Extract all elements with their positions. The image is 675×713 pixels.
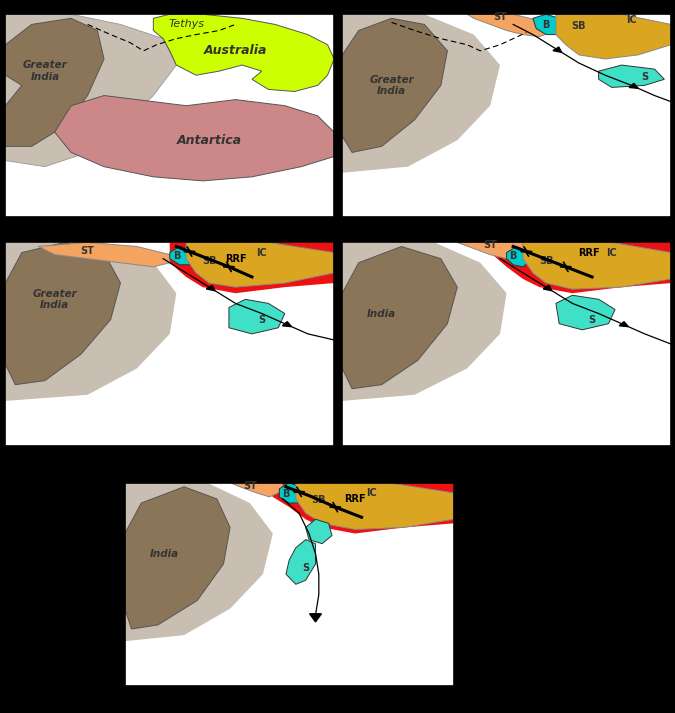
Polygon shape (263, 483, 454, 533)
Polygon shape (342, 242, 506, 401)
Polygon shape (296, 483, 454, 530)
Polygon shape (599, 65, 664, 88)
Polygon shape (533, 14, 566, 35)
Text: ST: ST (243, 481, 256, 491)
Text: Greater
India: Greater India (369, 75, 414, 96)
Polygon shape (310, 614, 321, 622)
Text: A.) Jurassic to Late Cretaceous (Around 140 million years ago): A.) Jurassic to Late Cretaceous (Around … (9, 2, 319, 12)
Text: B: B (542, 21, 549, 31)
Text: Tethys: Tethys (168, 19, 205, 29)
Polygon shape (506, 247, 533, 267)
Polygon shape (556, 14, 671, 59)
Text: Australia: Australia (204, 44, 267, 57)
Polygon shape (306, 519, 332, 544)
Polygon shape (125, 483, 273, 641)
Text: Greater
India: Greater India (32, 289, 77, 310)
Polygon shape (490, 242, 671, 293)
Text: S: S (641, 72, 648, 82)
Text: SB: SB (312, 495, 326, 505)
Text: IC: IC (626, 16, 637, 26)
Polygon shape (229, 299, 285, 334)
Polygon shape (186, 242, 334, 287)
Polygon shape (342, 19, 448, 153)
Polygon shape (342, 14, 500, 173)
Polygon shape (5, 14, 176, 167)
Text: SB: SB (202, 256, 217, 266)
Text: IC: IC (256, 247, 267, 257)
Polygon shape (629, 83, 638, 88)
Text: S: S (589, 314, 595, 324)
Text: SB: SB (572, 21, 586, 31)
Text: B.) Mid-Paleocene (Around 59 million years ago): B.) Mid-Paleocene (Around 59 million yea… (346, 2, 587, 12)
Polygon shape (207, 285, 215, 291)
Polygon shape (286, 540, 315, 585)
Polygon shape (556, 295, 615, 330)
Polygon shape (170, 242, 334, 293)
Polygon shape (523, 242, 671, 289)
Text: ST: ST (493, 12, 507, 22)
Text: RRF: RRF (578, 247, 599, 257)
Text: B: B (282, 489, 290, 499)
Text: RRF: RRF (344, 494, 366, 504)
Polygon shape (5, 19, 104, 146)
Polygon shape (5, 242, 176, 401)
Text: India: India (150, 549, 179, 559)
Text: S: S (302, 563, 309, 573)
Polygon shape (170, 247, 196, 265)
Text: D.) Late Eocene (Around 40 million years ago): D.) Late Eocene (Around 40 million years… (346, 230, 576, 240)
Polygon shape (457, 242, 523, 259)
Text: B: B (173, 251, 180, 261)
Polygon shape (230, 483, 283, 497)
Text: India: India (367, 309, 396, 319)
Polygon shape (153, 14, 334, 91)
Polygon shape (467, 14, 556, 36)
Polygon shape (342, 247, 457, 389)
Polygon shape (5, 242, 120, 385)
Polygon shape (553, 47, 562, 52)
Text: Antartica: Antartica (177, 134, 242, 147)
Text: S: S (259, 314, 265, 324)
Polygon shape (55, 96, 334, 181)
Text: B: B (510, 251, 517, 261)
Polygon shape (38, 242, 170, 267)
Text: RRF: RRF (225, 254, 246, 264)
Text: C.) Late Paleocene/Early Eocene (Around 55 million years ago): C.) Late Paleocene/Early Eocene (Around … (9, 230, 321, 240)
Text: IC: IC (606, 247, 617, 257)
Text: ST: ST (483, 240, 497, 250)
Text: SB: SB (539, 256, 553, 266)
Polygon shape (279, 483, 306, 503)
Text: Greater
India: Greater India (22, 61, 68, 82)
Text: E.) Present: E.) Present (128, 471, 182, 481)
Polygon shape (619, 322, 628, 327)
Text: IC: IC (366, 488, 377, 498)
Polygon shape (282, 322, 292, 327)
Polygon shape (125, 487, 230, 629)
Polygon shape (543, 285, 552, 291)
Text: ST: ST (80, 245, 95, 255)
